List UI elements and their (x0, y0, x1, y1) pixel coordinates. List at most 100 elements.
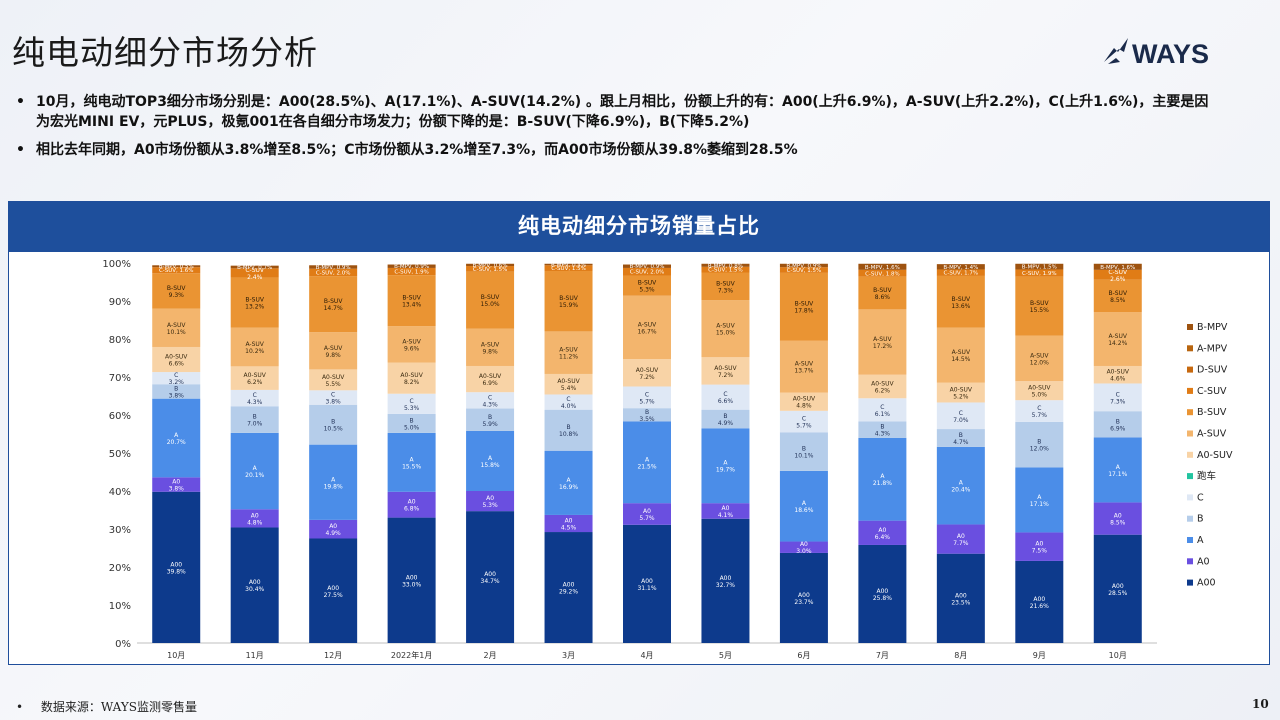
data-label-series: B (488, 414, 492, 421)
legend-swatch (1187, 558, 1193, 565)
bar-segment-a00 (779, 552, 828, 643)
data-label-series: A-SUV (638, 321, 657, 328)
data-label-value: 20.4% (951, 487, 970, 494)
x-tick-label: 5月 (719, 651, 732, 660)
legend-swatch (1187, 345, 1193, 352)
data-label-series: A0 (878, 527, 886, 534)
data-label-value: 12.0% (1030, 359, 1049, 366)
bar-segment-a0-suv (936, 382, 985, 403)
data-label-series: B (880, 424, 884, 431)
data-label-value: 15.9% (559, 302, 578, 309)
bar-segment-a-suv (466, 328, 515, 366)
chart-title: 纯电动细分市场销量占比 (9, 202, 1269, 252)
data-label-value: 28.5% (1108, 590, 1127, 597)
data-label-value: 10.5% (324, 426, 343, 433)
bar-segment-b-suv (701, 272, 750, 301)
data-label-series: A-SUV (559, 347, 578, 354)
bar-segment-a0 (701, 503, 750, 519)
data-label-value: 23.7% (794, 599, 813, 606)
data-label-series: A0 (408, 499, 416, 506)
data-label-series: B (802, 446, 806, 453)
bar-segment-a (858, 437, 907, 521)
bar-segment-a0-suv (387, 362, 436, 394)
data-label-series: A0 (565, 517, 573, 524)
data-label-series: A0-SUV (714, 365, 737, 372)
bar-segment-b-mpv (466, 263, 515, 267)
data-label-combined: C-SUV, 2.0% (630, 270, 665, 276)
data-label-series: A-SUV (716, 323, 735, 330)
bar-segment-c (230, 389, 279, 407)
data-label-value: 10.1% (167, 329, 186, 336)
bar-segment-b-suv (152, 273, 201, 309)
data-label-series: A (174, 432, 179, 439)
bar-segment-c-suv (387, 267, 436, 276)
data-label-value: 4.8% (796, 403, 812, 410)
data-label-value: 5.9% (482, 421, 498, 428)
bar-segment-a-suv (230, 327, 279, 367)
data-label-value: 6.1% (875, 411, 891, 418)
bar-segment-a0 (466, 491, 515, 512)
bar-segment-a0-suv (466, 365, 515, 393)
data-label-value: 3.2% (169, 379, 185, 386)
bar-segment-b-suv (230, 277, 279, 328)
bar-segment-c (544, 394, 593, 410)
data-label-series: B-SUV (245, 297, 264, 304)
bar-segment-a0 (309, 519, 358, 539)
legend-label: A-SUV (1197, 429, 1227, 440)
data-label-value: 15.5% (402, 463, 421, 470)
data-label-combined: B-MPV, 0.9% (786, 263, 821, 269)
data-label-series: C-SUV (1108, 269, 1128, 276)
x-tick-label: 4月 (640, 651, 653, 660)
bar-segment-c (779, 410, 828, 433)
bar-segment-a-suv (936, 327, 985, 383)
data-label-series: A0 (172, 479, 180, 486)
data-label-series: A00 (720, 575, 732, 582)
data-label-series: B-SUV (1030, 300, 1049, 307)
data-label-value: 4.6% (1110, 376, 1126, 383)
stacked-bar-chart: 0% 10% 20% 30% 40% 50% 60% 70% 80% 90% 100% 10月 11月 1… (102, 259, 1233, 660)
data-label-series: A0-SUV (871, 381, 894, 388)
x-tick-label: 3月 (562, 651, 575, 660)
data-label-value: 8.2% (404, 379, 420, 386)
data-label-combined: B-MPV, 0.7% (237, 265, 272, 271)
data-label-value: 23.5% (951, 599, 970, 606)
bar-segment-c (858, 398, 907, 422)
y-tick-label: 40% (109, 487, 131, 498)
bar-segment-a-suv (1093, 312, 1142, 366)
data-label-series: B-SUV (402, 295, 421, 302)
bar-segment-a0-suv (858, 374, 907, 399)
bar-segment-a-suv (779, 340, 828, 393)
bar-segment-a (779, 470, 828, 542)
data-label-series: C (331, 392, 335, 399)
bar-segment-b (858, 421, 907, 438)
data-label-series: A0 (251, 512, 259, 519)
bullet-dot: • (16, 142, 25, 158)
data-label-series: A0-SUV (557, 378, 580, 385)
data-label-value: 18.6% (794, 507, 813, 514)
legend-swatch (1187, 537, 1193, 543)
data-label-value: 19.8% (324, 483, 343, 490)
bar-segment-b (544, 409, 593, 451)
page-title: 纯电动细分市场分析 (12, 33, 318, 72)
data-label-series: C (566, 396, 570, 403)
data-label-value: 7.3% (718, 287, 734, 294)
data-label-value: 5.2% (953, 394, 969, 401)
data-label-value: 4.3% (482, 401, 498, 408)
data-label-series: A (253, 465, 258, 472)
data-label-series: A0 (1035, 541, 1043, 548)
bar-segment-b-suv (1015, 276, 1064, 336)
ways-logo-icon (1104, 38, 1128, 64)
bar-segment-a0-suv (309, 369, 358, 391)
data-label-combined: C-SUV, 1.9% (1022, 271, 1057, 277)
bar-segment-a (152, 398, 201, 478)
bar-segment-b-mpv (1015, 263, 1064, 270)
summary-bullet: • 10月，纯电动TOP3细分市场分别是：A00(28.5%)、A(17.1%)… (14, 92, 1214, 132)
data-label-value: 4.3% (875, 431, 891, 438)
data-label-value: 4.9% (718, 420, 734, 427)
y-tick-label: 90% (109, 297, 131, 308)
data-label-series: B-SUV (716, 280, 735, 287)
data-label-series: C (1037, 405, 1041, 412)
bar-segment-b-mpv (387, 264, 436, 268)
data-label-series: A0-SUV (322, 374, 345, 381)
bar-segment-b-mpv (701, 263, 750, 267)
